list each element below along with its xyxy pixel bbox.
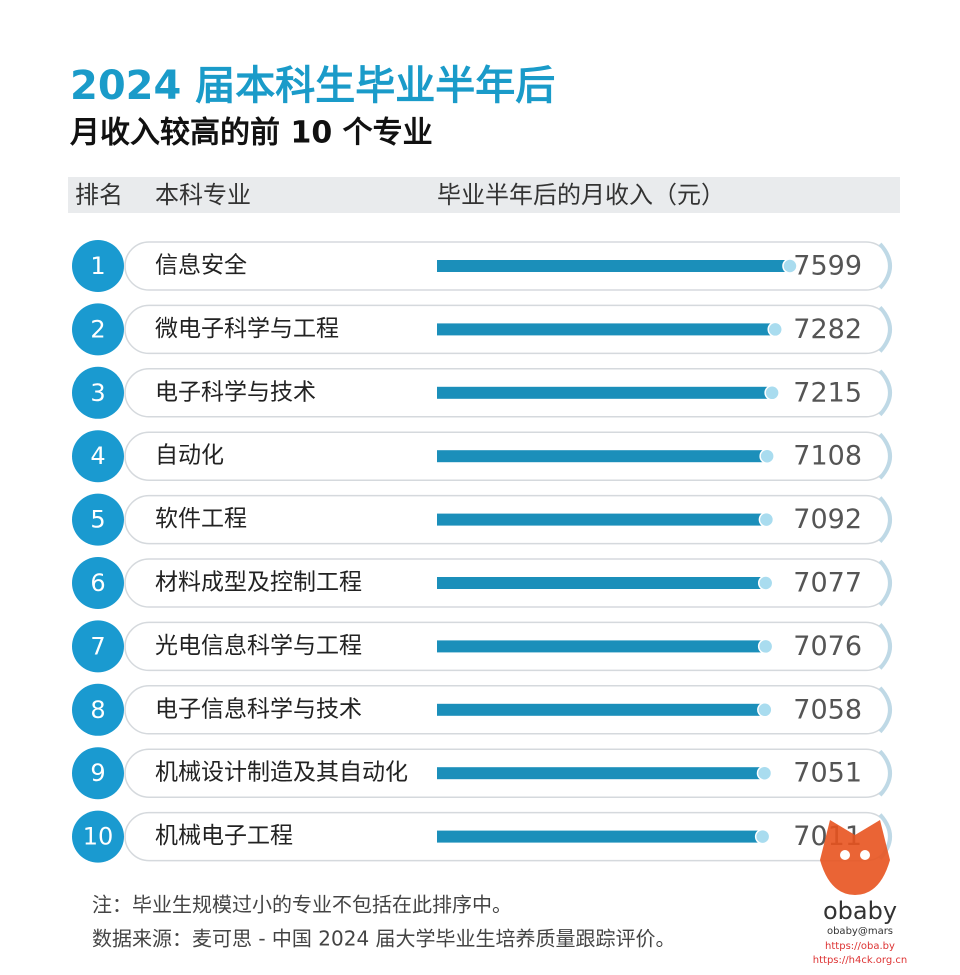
bar [437,703,765,716]
row-shadow [878,686,892,734]
value-label: 7215 [793,377,862,408]
watermark-icon [820,820,890,895]
bar [437,830,763,843]
bar-end [757,638,774,655]
header: 毕业半年后的月收入（元） [437,181,725,209]
bar [437,386,773,399]
bar-end [757,575,774,591]
chart-title: 2024 届本科生毕业半年后 [70,63,555,109]
value-label: 7108 [793,441,862,472]
category-label: 电子信息科学与技术 [155,696,362,722]
row-shadow [878,432,892,480]
bar [437,450,768,463]
note: 数据来源：麦可思 - 中国 2024 届大学毕业生培养质量跟踪评价。 [92,927,676,951]
row-shadow [878,306,892,353]
bar-end [756,765,773,781]
value-label: 7599 [793,251,862,282]
bar-end [767,321,783,338]
rank-circle [72,557,124,609]
category-label: 微电子科学与工程 [155,316,339,342]
bar-end [757,702,773,718]
bar-end [759,448,775,464]
bar-end [782,258,798,274]
rank-label: 3 [90,379,105,407]
bar-end [758,511,775,528]
category-label: 自动化 [155,443,224,469]
row-shadow [878,496,892,543]
row-shadow [878,623,892,670]
chart-subtitle: 月收入较高的前 10 个专业 [70,116,433,151]
category-label: 电子科学与技术 [155,379,316,405]
rank-label: 10 [83,823,114,851]
row-shadow [878,369,892,417]
header: 本科专业 [155,181,251,209]
value-label: 7092 [793,504,862,535]
watermark: https://h4ck.org.cn [813,955,907,966]
category-label: 机械设计制造及其自动化 [155,760,408,786]
rank-label: 6 [90,569,105,597]
bar [437,767,765,780]
category-label: 机械电子工程 [155,823,293,849]
watermark: https://oba.by [825,941,895,952]
rank-circle [72,240,124,292]
value-label: 7051 [793,758,862,789]
note: 注：毕业生规模过小的专业不包括在此排序中。 [92,893,512,917]
bar [437,323,776,336]
rank-circle [72,810,124,863]
rank-circle [72,683,124,736]
value-label: 7076 [793,631,862,662]
bar [437,260,790,272]
header: 排名 [75,181,123,209]
category-label: 光电信息科学与工程 [155,633,362,659]
bar-end [754,828,771,845]
value-label: 7282 [793,314,862,345]
row-shadow [878,242,892,290]
header-band [68,177,900,213]
bar [437,640,766,653]
bar [437,513,767,526]
rank-circle [72,430,124,483]
bar [437,577,766,589]
rank-label: 4 [90,442,105,470]
row-shadow [878,559,892,607]
rank-circle [72,303,124,356]
rank-label: 8 [90,696,105,724]
row-shadow [878,749,892,797]
rank-circle [72,366,124,419]
category-label: 材料成型及控制工程 [155,570,362,596]
category-label: 软件工程 [155,506,247,532]
rank-label: 1 [90,252,105,280]
value-label: 7077 [793,568,862,599]
bar-end [764,385,780,401]
value-label: 7058 [793,694,862,725]
rank-circle [72,493,124,546]
rank-label: 9 [90,759,105,787]
rank-circle [72,747,124,800]
rank-label: 2 [90,315,105,343]
rank-label: 5 [90,506,105,534]
watermark: obaby [823,897,897,925]
watermark: obaby@mars [827,926,893,937]
rank-circle [72,620,124,673]
rank-label: 7 [90,632,105,660]
category-label: 信息安全 [155,253,247,279]
